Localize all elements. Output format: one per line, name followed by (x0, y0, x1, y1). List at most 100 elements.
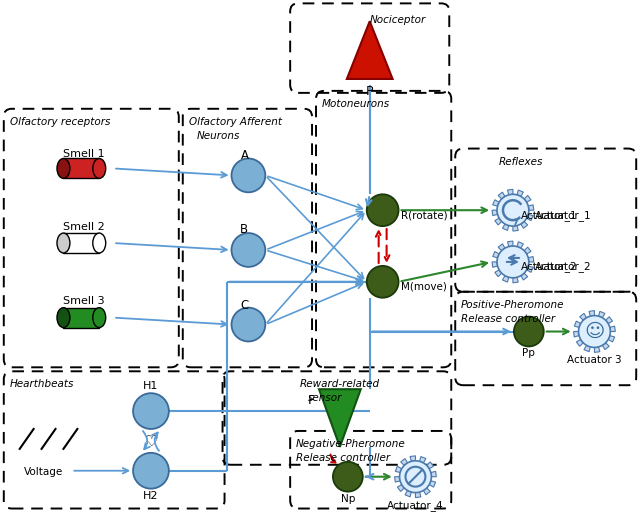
Polygon shape (517, 241, 524, 248)
Polygon shape (427, 462, 433, 469)
Polygon shape (610, 326, 615, 331)
Bar (63, 158, 99, 179)
Polygon shape (577, 340, 583, 346)
Polygon shape (420, 457, 426, 463)
Ellipse shape (57, 308, 70, 328)
Ellipse shape (93, 233, 106, 253)
Circle shape (232, 233, 266, 267)
Polygon shape (495, 270, 502, 277)
Text: Release controller: Release controller (461, 314, 556, 324)
Text: B: B (241, 223, 248, 236)
Polygon shape (589, 311, 595, 316)
Text: Motoneurons: Motoneurons (322, 99, 390, 109)
Polygon shape (513, 277, 518, 283)
Polygon shape (410, 456, 415, 461)
Polygon shape (431, 471, 436, 477)
Text: Actuator_1: Actuator_1 (535, 209, 591, 221)
Text: Actuator_2: Actuator_2 (521, 262, 577, 272)
Polygon shape (574, 321, 580, 328)
Text: Actuator_2: Actuator_2 (535, 262, 591, 272)
Text: Actuator_4: Actuator_4 (387, 501, 444, 511)
Text: Actuator_1: Actuator_1 (521, 209, 577, 221)
Polygon shape (493, 251, 499, 258)
Polygon shape (521, 221, 527, 228)
Text: ♡: ♡ (144, 433, 158, 448)
Ellipse shape (93, 158, 106, 179)
Polygon shape (397, 485, 404, 491)
Polygon shape (524, 247, 531, 254)
Polygon shape (396, 466, 402, 473)
Text: Actuator 3: Actuator 3 (567, 356, 621, 365)
Polygon shape (517, 190, 524, 197)
Text: R(rotate): R(rotate) (401, 210, 447, 220)
Polygon shape (524, 196, 531, 202)
Polygon shape (395, 477, 400, 482)
Polygon shape (508, 189, 513, 195)
Circle shape (367, 195, 399, 226)
Polygon shape (605, 317, 612, 324)
Polygon shape (498, 192, 505, 199)
Circle shape (232, 158, 266, 192)
Text: Reward-related: Reward-related (300, 379, 380, 389)
Polygon shape (513, 225, 518, 231)
Polygon shape (508, 241, 513, 247)
Circle shape (133, 393, 169, 429)
Text: Reflexes: Reflexes (499, 156, 543, 167)
Text: Smell 2: Smell 2 (63, 222, 105, 232)
Circle shape (579, 316, 611, 347)
Ellipse shape (93, 308, 106, 328)
Text: Positive-Pheromone: Positive-Pheromone (461, 300, 564, 310)
Polygon shape (527, 266, 533, 272)
Text: C: C (240, 299, 248, 312)
Circle shape (497, 195, 529, 226)
Text: M(move): M(move) (401, 282, 447, 292)
Polygon shape (528, 256, 534, 262)
Polygon shape (495, 218, 502, 225)
Polygon shape (584, 345, 590, 352)
Text: P: P (366, 85, 374, 98)
Polygon shape (493, 200, 499, 206)
Text: H1: H1 (143, 381, 159, 391)
Polygon shape (528, 205, 534, 210)
Polygon shape (429, 481, 436, 487)
Polygon shape (580, 313, 586, 320)
Text: Hearthbeats: Hearthbeats (10, 379, 74, 389)
Polygon shape (424, 488, 430, 495)
Text: Olfactory receptors: Olfactory receptors (10, 117, 110, 127)
Polygon shape (502, 224, 509, 230)
Polygon shape (415, 492, 421, 497)
Circle shape (399, 461, 431, 493)
Text: Smell 1: Smell 1 (63, 149, 105, 158)
Ellipse shape (57, 233, 70, 253)
Polygon shape (347, 21, 392, 79)
Polygon shape (492, 262, 497, 267)
Polygon shape (319, 389, 361, 447)
Text: Olfactory Afferent: Olfactory Afferent (189, 117, 282, 127)
Text: H2: H2 (143, 491, 159, 501)
Polygon shape (608, 335, 614, 342)
Circle shape (367, 266, 399, 298)
Polygon shape (595, 347, 600, 352)
Polygon shape (401, 459, 408, 465)
Text: Pp: Pp (522, 348, 535, 359)
Ellipse shape (57, 158, 70, 179)
Text: Np: Np (340, 494, 355, 504)
Text: ☺: ☺ (584, 322, 605, 341)
Polygon shape (602, 343, 609, 350)
Circle shape (333, 462, 363, 492)
Text: Voltage: Voltage (24, 467, 63, 477)
Text: A: A (241, 150, 248, 163)
Circle shape (497, 246, 529, 278)
Text: F: F (308, 394, 315, 407)
Text: Negative-Pheromone: Negative-Pheromone (296, 439, 406, 449)
Circle shape (133, 453, 169, 489)
Text: Neurons: Neurons (196, 131, 240, 141)
Bar (63, 308, 99, 328)
Polygon shape (521, 273, 527, 280)
Bar (63, 233, 99, 253)
Text: Release controller: Release controller (296, 453, 390, 463)
Polygon shape (527, 214, 533, 221)
Polygon shape (405, 491, 412, 497)
Polygon shape (573, 331, 579, 337)
Polygon shape (498, 244, 505, 251)
